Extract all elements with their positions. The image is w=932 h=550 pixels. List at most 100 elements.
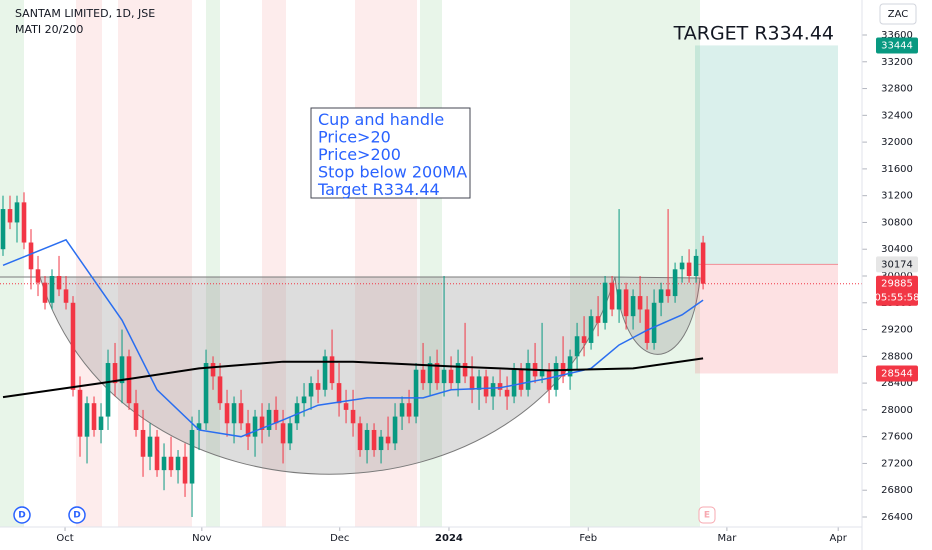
candle-body — [462, 363, 468, 377]
candle-body — [609, 282, 615, 310]
candle-body — [119, 356, 125, 384]
candle-body — [161, 456, 167, 471]
price-tag-label: 28544 — [881, 368, 913, 379]
annotation-box — [310, 107, 471, 199]
candle-body — [196, 423, 202, 430]
candle-body — [476, 376, 482, 390]
candle-body — [469, 376, 475, 390]
y-tick-label: 28400 — [881, 378, 913, 389]
target-label: TARGET R334.44 — [673, 23, 834, 45]
candle-body — [252, 416, 258, 437]
candle-body — [434, 363, 440, 384]
x-tick-label: Oct — [56, 533, 73, 544]
candle-body — [168, 456, 174, 471]
candle-body — [427, 363, 433, 384]
candle-body — [448, 369, 454, 384]
price-tag — [876, 275, 918, 306]
candle-body — [504, 389, 510, 397]
y-tick-label: 32000 — [881, 137, 913, 148]
candle-body — [546, 369, 552, 390]
earnings-icon[interactable] — [698, 506, 716, 524]
dividend-icon[interactable] — [68, 506, 86, 524]
annotation-line: Target R334.44 — [317, 180, 440, 199]
y-tick-label: 28800 — [881, 351, 913, 362]
candle-body — [595, 316, 601, 323]
countdown: 05:55:58 — [875, 293, 920, 304]
moving-average — [2, 238, 704, 438]
candle-body — [343, 403, 349, 410]
x-tick-label: Feb — [579, 533, 597, 544]
y-tick-label: 29200 — [881, 325, 913, 336]
annotation-line: Price>200 — [318, 145, 401, 164]
candle-body — [245, 423, 251, 437]
candle-body — [322, 356, 328, 390]
x-tick-label: Apr — [830, 533, 848, 544]
symbol: SANTAM LIMITED, 1D, JSE — [15, 7, 155, 20]
handle-shape — [614, 276, 701, 355]
candle-body — [644, 309, 650, 343]
candle-body — [329, 356, 335, 384]
price-tag-label: 30174 — [881, 259, 913, 270]
candle-body — [371, 429, 377, 451]
price-tag — [876, 37, 918, 54]
candle-body — [497, 383, 503, 390]
candle-body — [84, 403, 90, 437]
band — [0, 0, 24, 527]
candle-body — [42, 282, 48, 303]
candle-body — [182, 456, 188, 484]
y-tick-label: 31600 — [881, 164, 913, 175]
candle-body — [623, 289, 629, 317]
x-tick-label: 2024 — [435, 533, 463, 544]
candle-body — [602, 282, 608, 323]
moving-average — [2, 357, 704, 399]
y-tick-label: 33600 — [881, 30, 913, 41]
candle-body — [133, 403, 139, 430]
x-tick-label: Dec — [330, 533, 349, 544]
candle-body — [238, 403, 244, 424]
x-tick-label: Mar — [717, 533, 737, 544]
currency: ZAC — [888, 9, 909, 20]
candle-body — [154, 436, 160, 471]
price-tag-label: 33444 — [881, 40, 913, 51]
candle-body — [490, 383, 496, 397]
candle-body — [350, 409, 356, 424]
candle-body — [511, 369, 517, 397]
candle-body — [280, 423, 286, 444]
candle-body — [7, 209, 13, 223]
candle-body — [273, 409, 279, 424]
levels — [0, 45, 862, 374]
band — [206, 0, 220, 527]
candle-body — [392, 416, 398, 444]
candle-body — [588, 316, 594, 343]
target-zone — [695, 45, 838, 265]
annotation-line: Price>20 — [318, 128, 391, 147]
candle-body — [539, 369, 545, 377]
candle-body — [672, 269, 678, 297]
price-tag — [876, 365, 918, 382]
y-tick-label: 28000 — [881, 405, 913, 416]
candle-body — [203, 363, 209, 424]
candle-body — [28, 242, 34, 270]
candle-body — [651, 302, 657, 343]
candle-body — [175, 456, 181, 471]
dividend-icon[interactable] — [13, 506, 31, 524]
candle-body — [336, 383, 342, 404]
event-icon-label: E — [704, 511, 710, 521]
stop-zone — [695, 264, 838, 374]
candle-body — [441, 369, 447, 384]
candle-body — [630, 296, 636, 317]
event-icon-label: D — [73, 511, 80, 521]
candle-body — [616, 289, 622, 310]
candle-body — [217, 376, 223, 404]
candle-body — [308, 383, 314, 397]
x-tick-label: Nov — [192, 533, 212, 544]
indicator: MATI 20/200 — [15, 23, 83, 36]
candle-body — [98, 416, 104, 430]
candle-body — [140, 429, 146, 457]
candle-body — [483, 376, 489, 397]
candle-body — [679, 262, 685, 270]
candle-body — [581, 336, 587, 343]
annotation-line: Stop below 200MA — [318, 163, 467, 182]
